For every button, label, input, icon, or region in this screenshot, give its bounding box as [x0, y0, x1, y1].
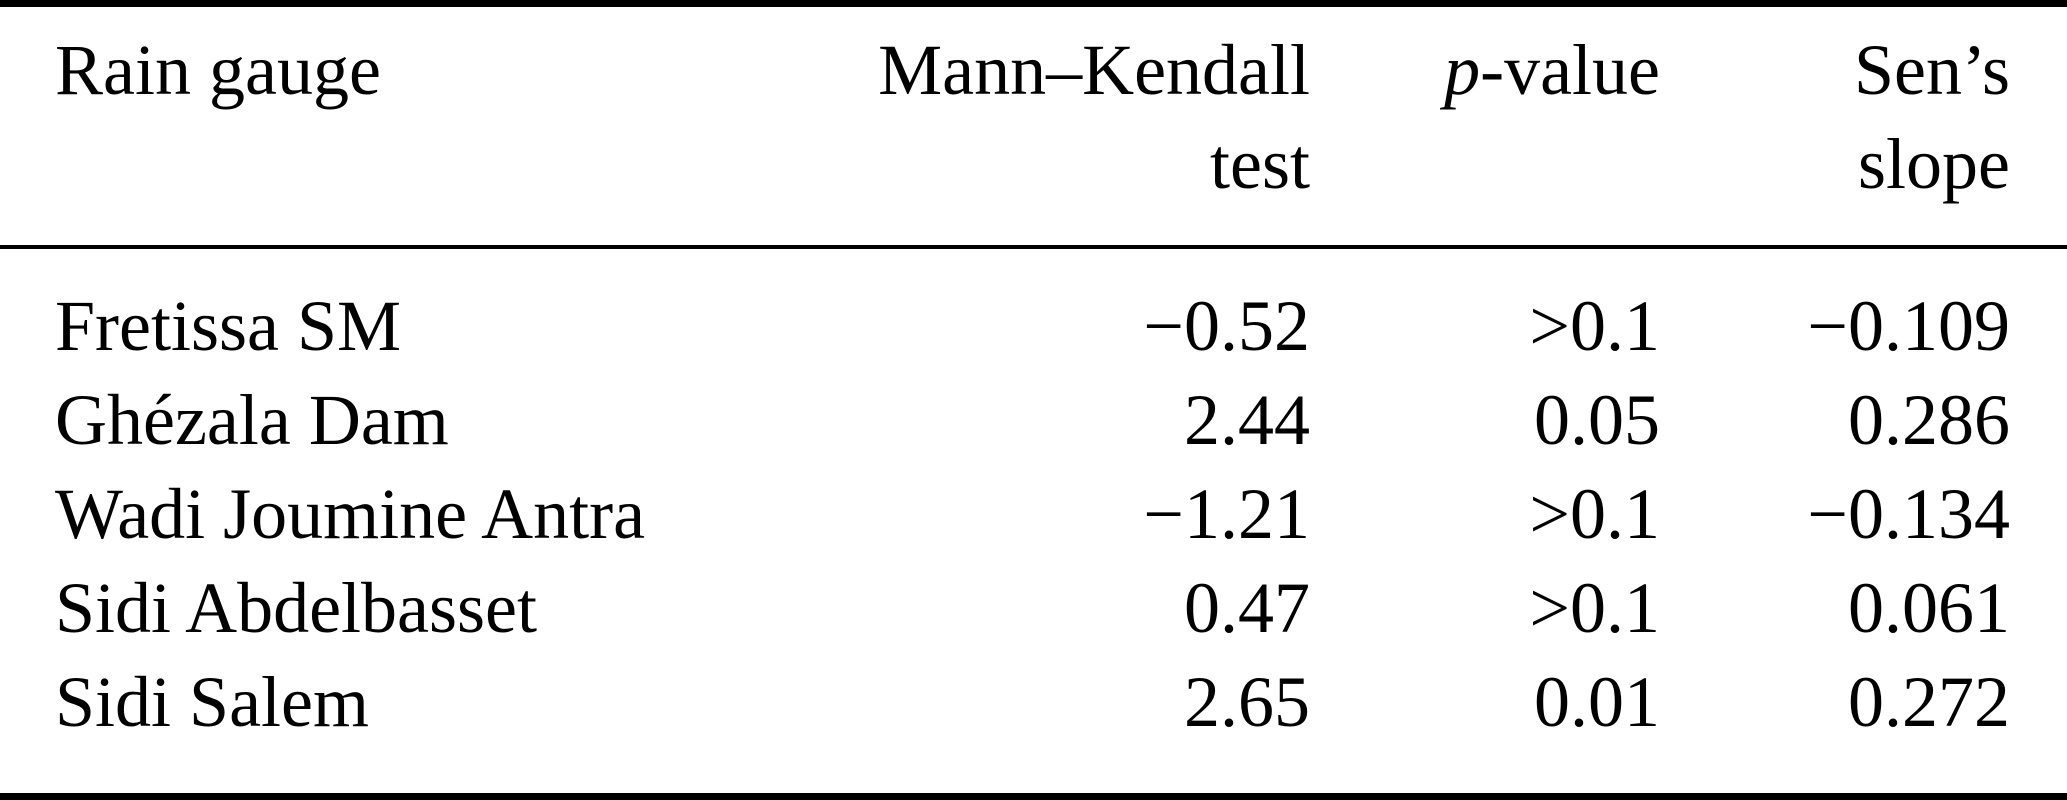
mann-kendall-cell: 2.44 — [1184, 380, 1310, 460]
p-value-cell: >0.1 — [1529, 286, 1660, 366]
gauge-cell: Sidi Abdelbasset — [55, 568, 537, 648]
p-value-cell: 0.01 — [1534, 662, 1660, 742]
gauge-cell: Sidi Salem — [55, 662, 370, 742]
table-row: Ghézala Dam 2.44 0.05 0.286 — [0, 373, 2067, 467]
mann-kendall-cell: −0.52 — [1143, 286, 1310, 366]
gauge-cell: Ghézala Dam — [55, 380, 449, 460]
col-header-rain-gauge: Rain gauge — [0, 3, 700, 249]
col-header-mann-kendall-test: Mann–Kendall test — [700, 3, 1310, 249]
sens-slope-cell: −0.109 — [1807, 286, 2010, 366]
mann-kendall-cell: 2.65 — [1184, 662, 1310, 742]
col-header-sens-slope: Sen’s slope — [1660, 3, 2067, 249]
p-value-cell: >0.1 — [1529, 474, 1660, 554]
mann-kendall-cell: 0.47 — [1184, 568, 1310, 648]
table-row: Wadi Joumine Antra −1.21 >0.1 −0.134 — [0, 467, 2067, 561]
p-symbol: p — [1444, 30, 1481, 110]
sens-slope-cell: 0.061 — [1848, 568, 2010, 648]
p-value-suffix: -value — [1480, 30, 1660, 110]
col-header-p-value: p-value — [1310, 3, 1660, 249]
gauge-cell: Fretissa SM — [55, 286, 402, 366]
header-line-mann-kendall: Mann–Kendall — [878, 30, 1310, 110]
table-row: Sidi Abdelbasset 0.47 >0.1 0.061 — [0, 561, 2067, 655]
header-row: Rain gauge Mann–Kendall test p-value Sen… — [0, 3, 2067, 249]
table-row: Sidi Salem 2.65 0.01 0.272 — [0, 655, 2067, 797]
header-line-test: test — [1210, 124, 1310, 204]
sens-slope-cell: 0.272 — [1848, 662, 2010, 742]
p-value-cell: 0.05 — [1534, 380, 1660, 460]
mann-kendall-cell: −1.21 — [1143, 474, 1310, 554]
gauge-cell: Wadi Joumine Antra — [55, 474, 646, 554]
header-line-sens: Sen’s — [1853, 30, 2010, 110]
header-line-slope: slope — [1858, 124, 2010, 204]
p-value-cell: >0.1 — [1529, 568, 1660, 648]
sens-slope-cell: −0.134 — [1807, 474, 2010, 554]
table-row: Fretissa SM −0.52 >0.1 −0.109 — [0, 247, 2067, 373]
sens-slope-cell: 0.286 — [1848, 380, 2010, 460]
